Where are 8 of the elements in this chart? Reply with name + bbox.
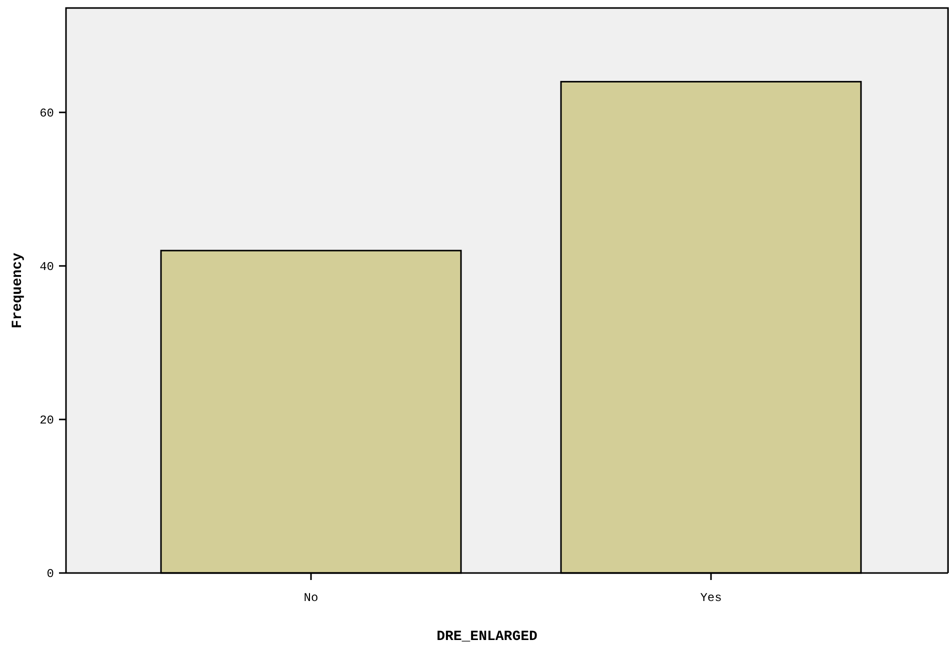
y-axis-title: Frequency [10,252,26,328]
y-tick-label: 20 [40,414,54,428]
x-tick-label: No [304,591,318,605]
y-tick-label: 60 [40,106,54,121]
x-axis-title: DRE_ENLARGED [436,629,538,645]
x-tick-label: Yes [700,591,722,605]
y-tick-label: 40 [40,260,54,274]
y-tick-label: 0 [46,567,54,582]
